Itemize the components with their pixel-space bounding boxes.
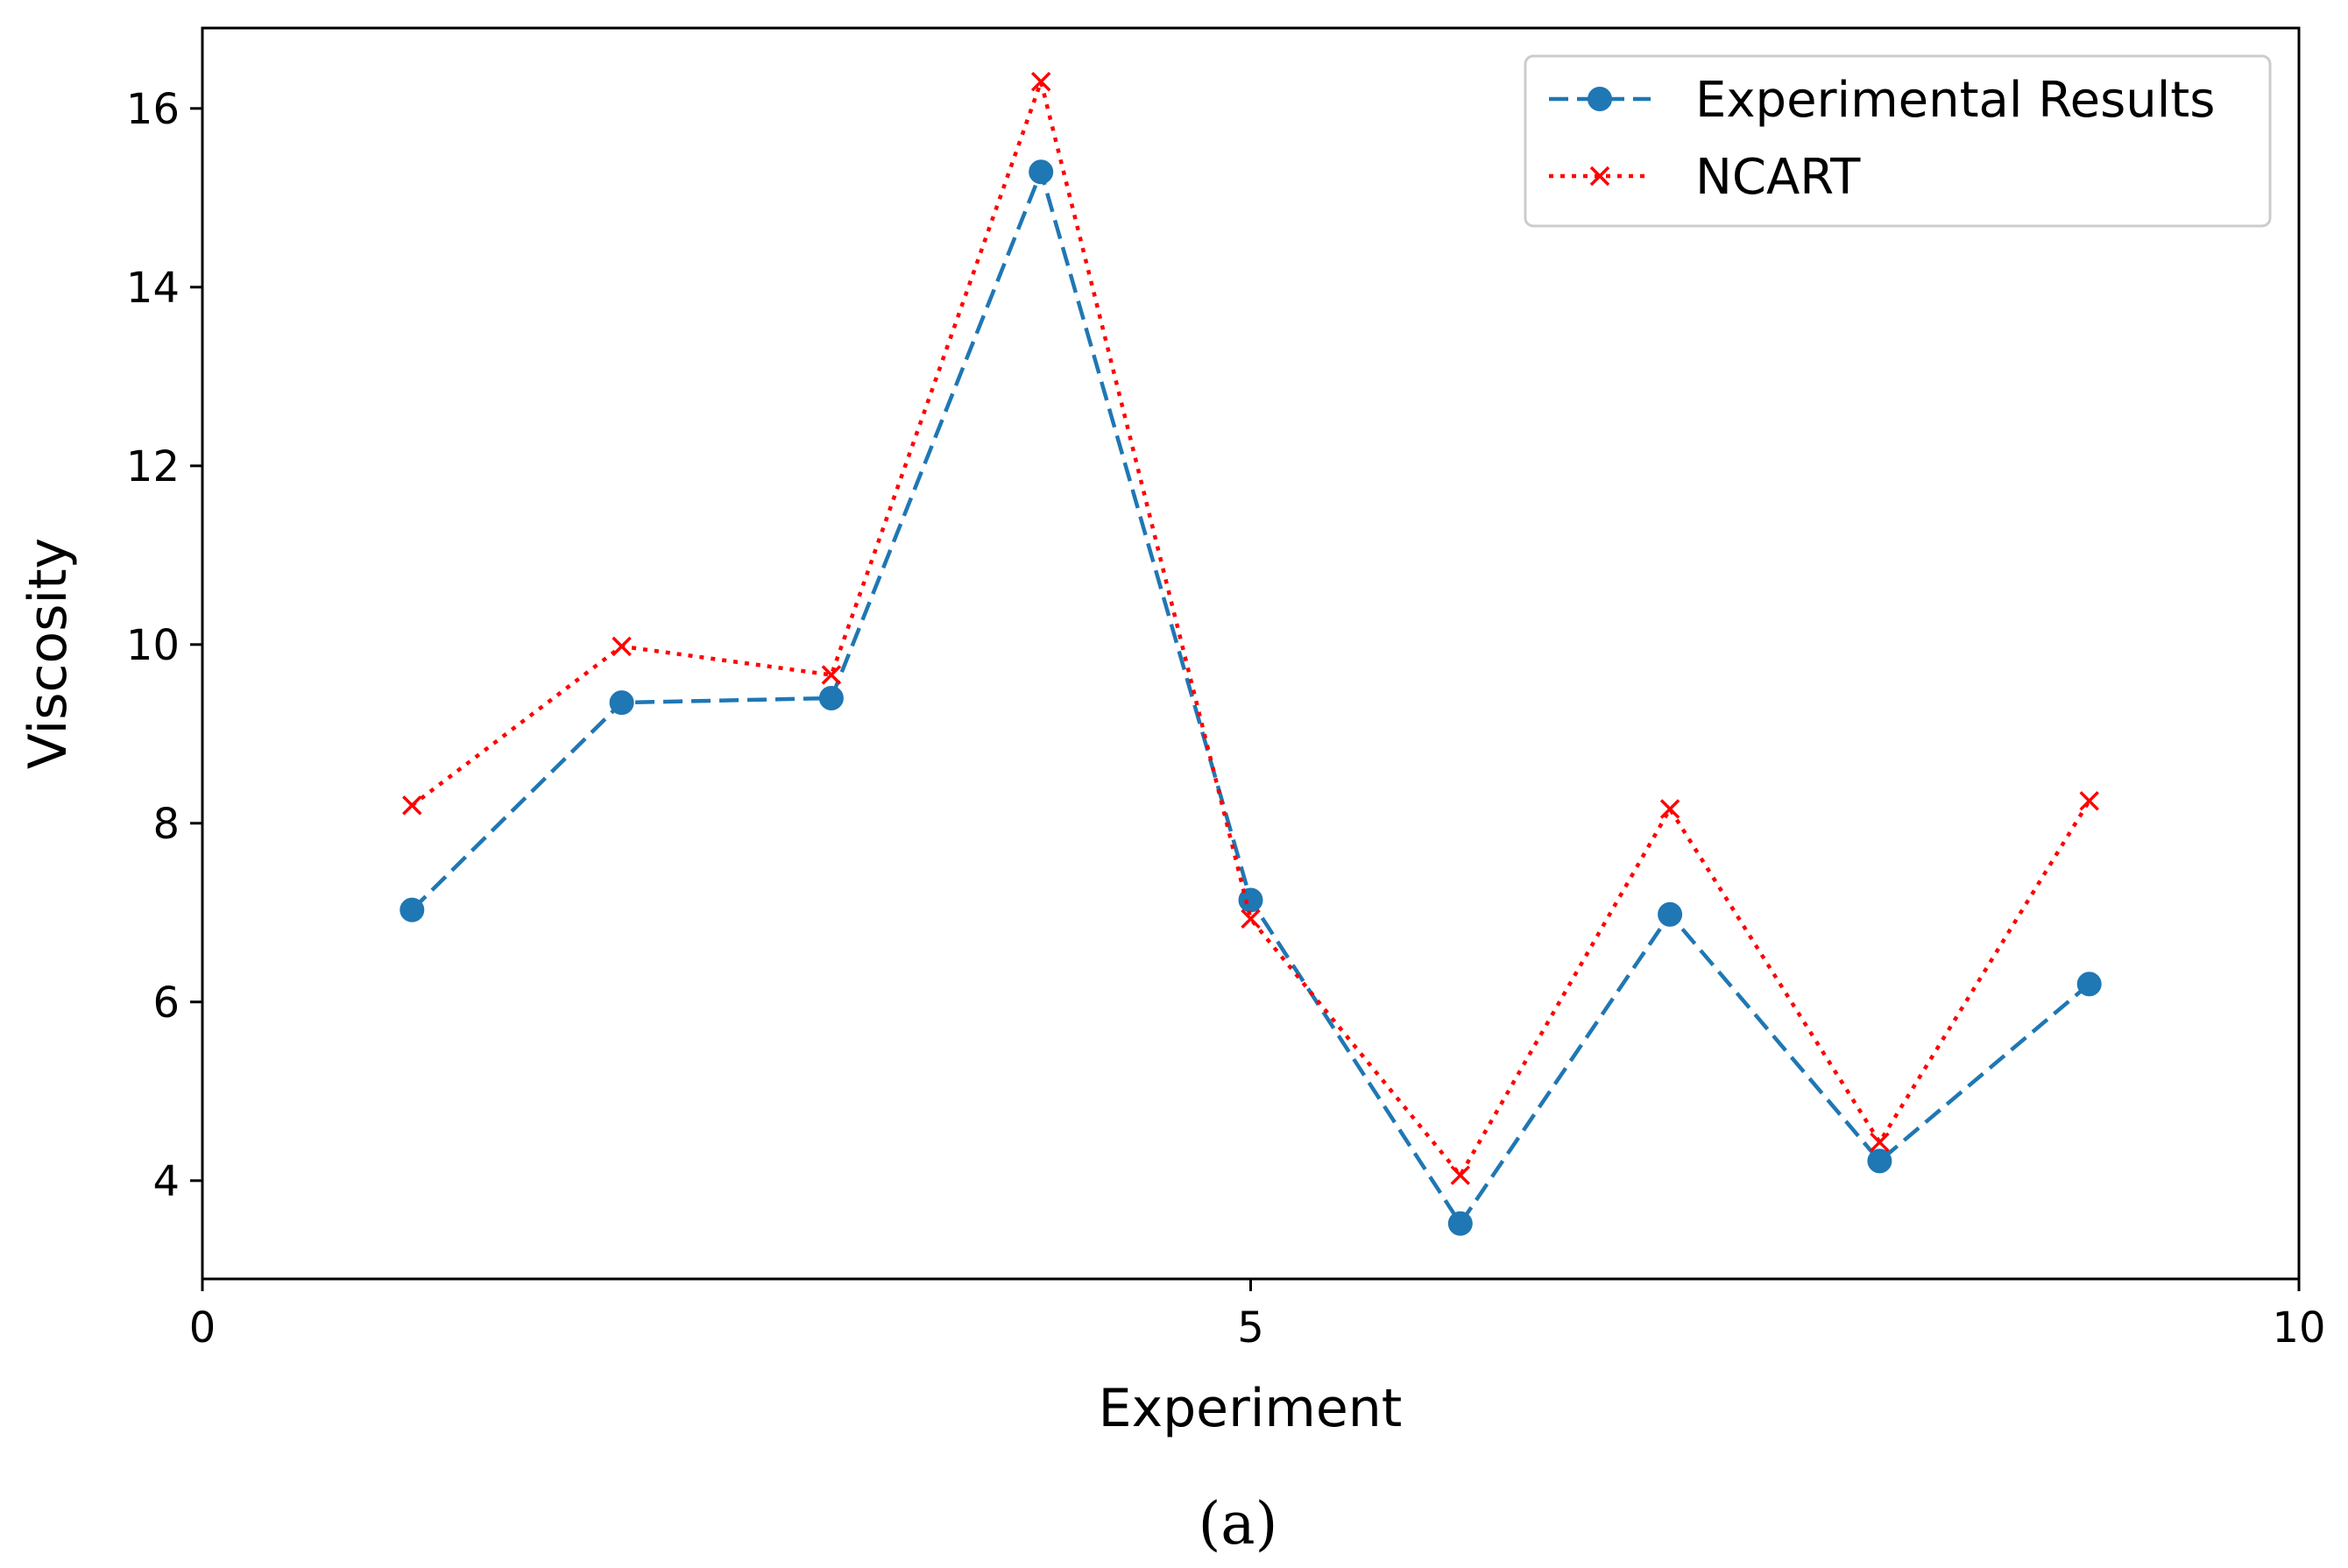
data-point <box>1450 1165 1471 1185</box>
data-point <box>1029 159 1054 185</box>
legend: Experimental Results NCART <box>1524 54 2272 228</box>
data-point <box>821 665 842 685</box>
x-tick-label: 5 <box>1237 1303 1264 1353</box>
data-point <box>1867 1148 1892 1174</box>
series-line <box>410 79 2091 1177</box>
series-ncart <box>402 71 2099 1185</box>
data-point <box>402 795 422 816</box>
data-point <box>1588 87 1612 111</box>
legend-entries: Experimental Results NCART <box>1549 72 2215 206</box>
data-point <box>1030 71 1051 92</box>
data-point <box>1659 799 1680 819</box>
data-point <box>612 636 632 657</box>
data-point <box>609 690 634 716</box>
y-axis: 4 6 8 10 12 14 16 <box>126 85 202 1206</box>
x-axis: 0 5 10 <box>189 1279 2326 1353</box>
y-tick-label: 8 <box>152 800 180 849</box>
y-tick-label: 14 <box>126 264 180 313</box>
data-point <box>1870 1132 1890 1153</box>
data-point <box>2076 971 2102 997</box>
legend-entry: Experimental Results <box>1549 72 2215 129</box>
y-tick-label: 6 <box>152 978 180 1028</box>
legend-entry: NCART <box>1549 149 1861 206</box>
data-point <box>400 897 425 922</box>
y-tick-label: 4 <box>152 1157 180 1206</box>
data-point <box>1589 166 1610 187</box>
series-experimental-results <box>400 159 2102 1236</box>
data-point <box>1658 901 1683 927</box>
data-point <box>1241 908 1261 929</box>
series-layer <box>400 71 2102 1236</box>
y-tick-label: 12 <box>126 442 180 491</box>
x-tick-label: 10 <box>2272 1303 2325 1353</box>
figure-caption: (a) <box>1199 1490 1278 1557</box>
data-point <box>2079 791 2099 811</box>
legend-box <box>1524 54 2272 228</box>
legend-label: NCART <box>1695 149 1861 206</box>
y-tick-label: 16 <box>126 85 180 134</box>
data-point <box>1447 1211 1473 1236</box>
legend-label: Experimental Results <box>1695 72 2215 129</box>
y-axis-label: Viscosity <box>18 538 79 769</box>
y-tick-label: 10 <box>126 621 180 670</box>
data-point <box>818 686 844 710</box>
x-axis-label: Experiment <box>1099 1378 1403 1439</box>
x-tick-label: 0 <box>189 1303 216 1353</box>
